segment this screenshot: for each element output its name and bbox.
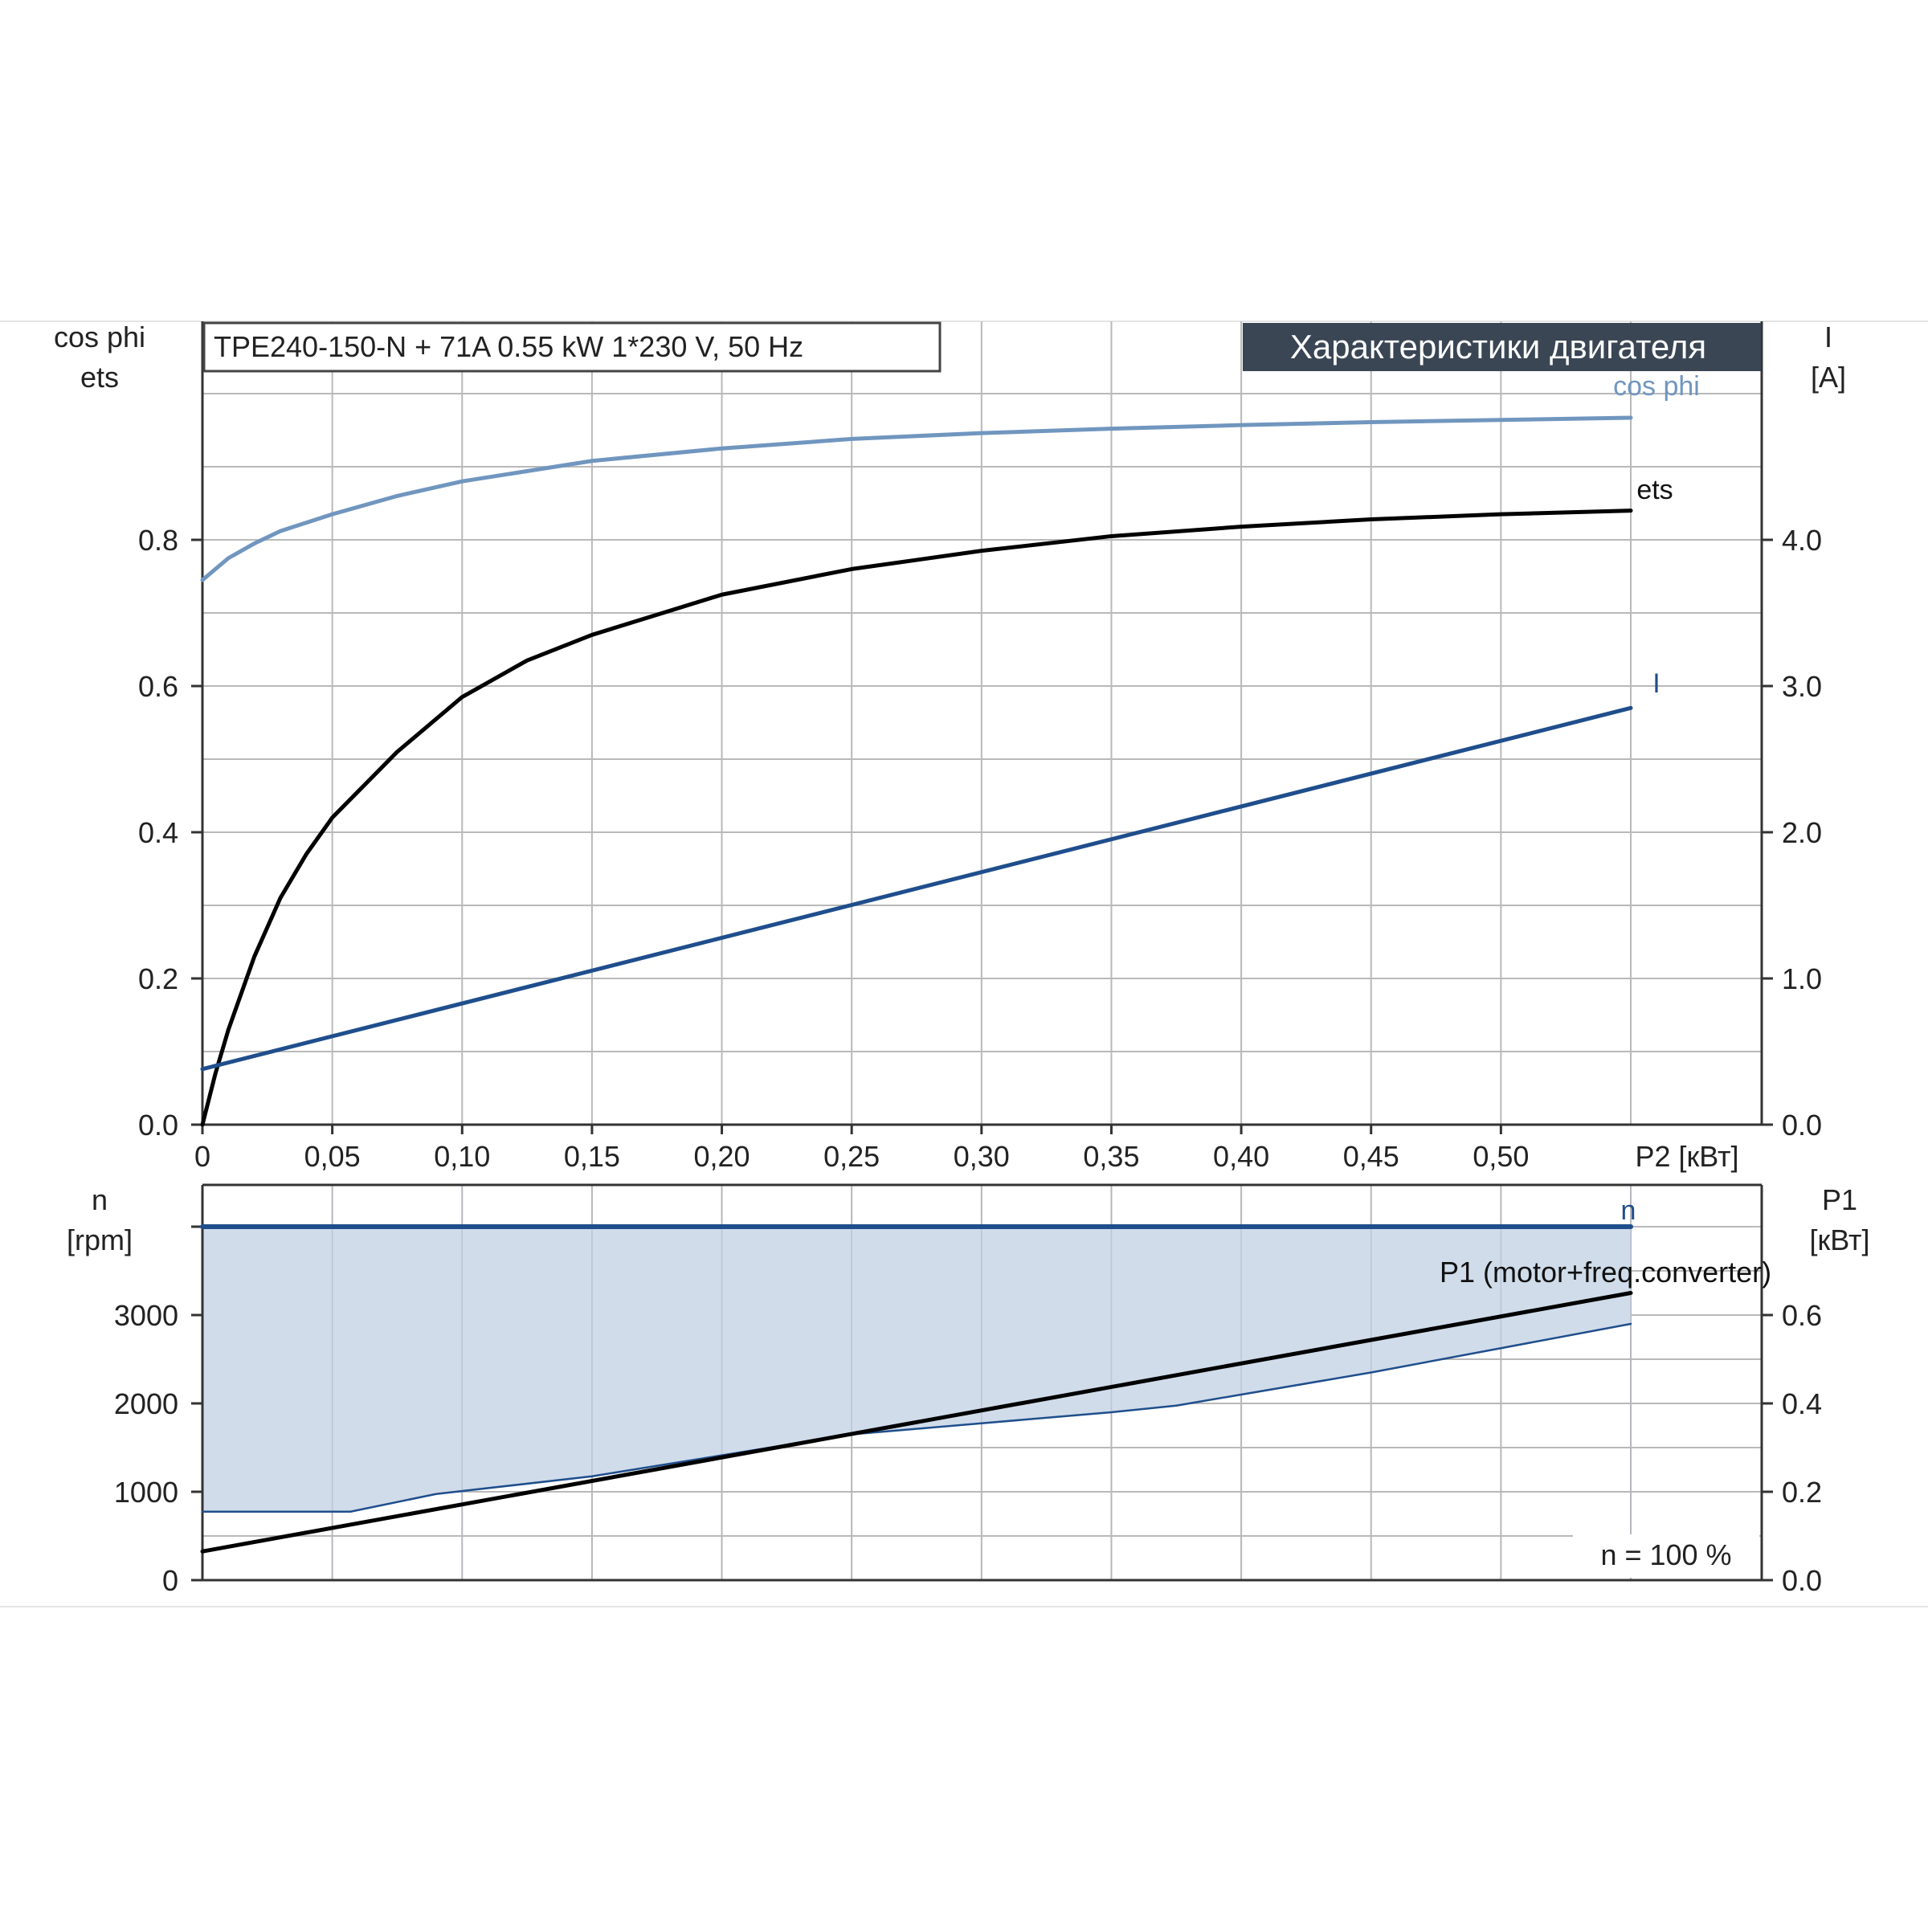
y-right-axis-title-i: I [1824, 321, 1832, 353]
bottom-y-left-tick-label: 1000 [114, 1476, 178, 1509]
x-tick-label: 0,40 [1213, 1140, 1269, 1173]
y-right-tick-label: 0.0 [1782, 1109, 1822, 1142]
bottom-y-right-tick-label: 0.4 [1782, 1387, 1822, 1420]
x-tick-label: 0,15 [564, 1140, 620, 1173]
bottom-y-left-axis-unit-rpm: [rpm] [67, 1223, 133, 1256]
y-left-tick-label: 0.8 [138, 524, 178, 557]
current-i-curve-label: I [1652, 668, 1660, 699]
n-range-fill-area [202, 1227, 1631, 1512]
x-axis-label: P2 [кВт] [1635, 1140, 1738, 1173]
y-right-tick-label: 4.0 [1782, 524, 1822, 557]
x-tick-label: 0,20 [694, 1140, 750, 1173]
x-tick-label: 0,30 [954, 1140, 1010, 1173]
y-left-tick-label: 0.0 [138, 1109, 178, 1142]
header-box-text: TPE240-150-N + 71A 0.55 kW 1*230 V, 50 H… [214, 330, 803, 363]
x-tick-label: 0,10 [434, 1140, 490, 1173]
annotation-box [1573, 1534, 1759, 1578]
p1-curve [200, 1291, 1633, 1554]
bottom-y-right-axis-unit-kw: [кВт] [1809, 1223, 1869, 1256]
p1-curve-label: P1 (motor+freq.converter) [1440, 1256, 1771, 1289]
speed-annotation: n = 100 % [1600, 1538, 1731, 1571]
y-right-tick-label: 1.0 [1782, 962, 1822, 995]
x-tick-label: 0,25 [823, 1140, 880, 1173]
y-left-tick-label: 0.6 [138, 670, 178, 703]
current-i-curve [200, 705, 1633, 1072]
y-left-tick-label: 0.4 [138, 816, 178, 849]
bottom-y-right-tick-label: 0.2 [1782, 1476, 1822, 1509]
x-tick-label: 0,45 [1343, 1140, 1399, 1173]
bottom-y-right-tick-label: 0.6 [1782, 1299, 1822, 1332]
bottom-y-right-tick-label: 0.0 [1782, 1564, 1822, 1597]
title-banner-text: Характеристики двигателя [1290, 328, 1706, 366]
title-banner [1243, 323, 1761, 371]
ets-curve-label: ets [1636, 475, 1673, 505]
y-left-tick-label: 0.2 [138, 962, 178, 995]
x-tick-label: 0,35 [1083, 1140, 1139, 1173]
bottom-y-left-axis-title-n: n [92, 1183, 108, 1216]
bottom-y-left-tick-label: 2000 [114, 1387, 178, 1420]
x-tick-label: 0,50 [1473, 1140, 1529, 1173]
bottom-y-right-axis-title-p1: P1 [1822, 1183, 1857, 1216]
x-tick-label: 0,05 [304, 1140, 361, 1173]
header-box [202, 321, 942, 373]
n-curve-label: n [1621, 1195, 1636, 1226]
ets-curve [200, 509, 1633, 1127]
y-left-axis-title-cosphi: cos phi [54, 321, 145, 353]
cosphi-curve [200, 415, 1633, 582]
y-right-tick-label: 2.0 [1782, 816, 1822, 849]
cosphi-curve-label: cos phi [1613, 371, 1700, 402]
y-right-axis-unit-a: [A] [1811, 361, 1846, 394]
bottom-y-left-tick-label: 3000 [114, 1299, 178, 1332]
x-tick-label: 0 [194, 1140, 210, 1173]
y-right-tick-label: 3.0 [1782, 670, 1822, 703]
bottom-y-left-tick-label: 0 [162, 1564, 178, 1597]
y-left-axis-title-ets: ets [80, 361, 119, 394]
n-range-lower-boundary [201, 1322, 1632, 1513]
